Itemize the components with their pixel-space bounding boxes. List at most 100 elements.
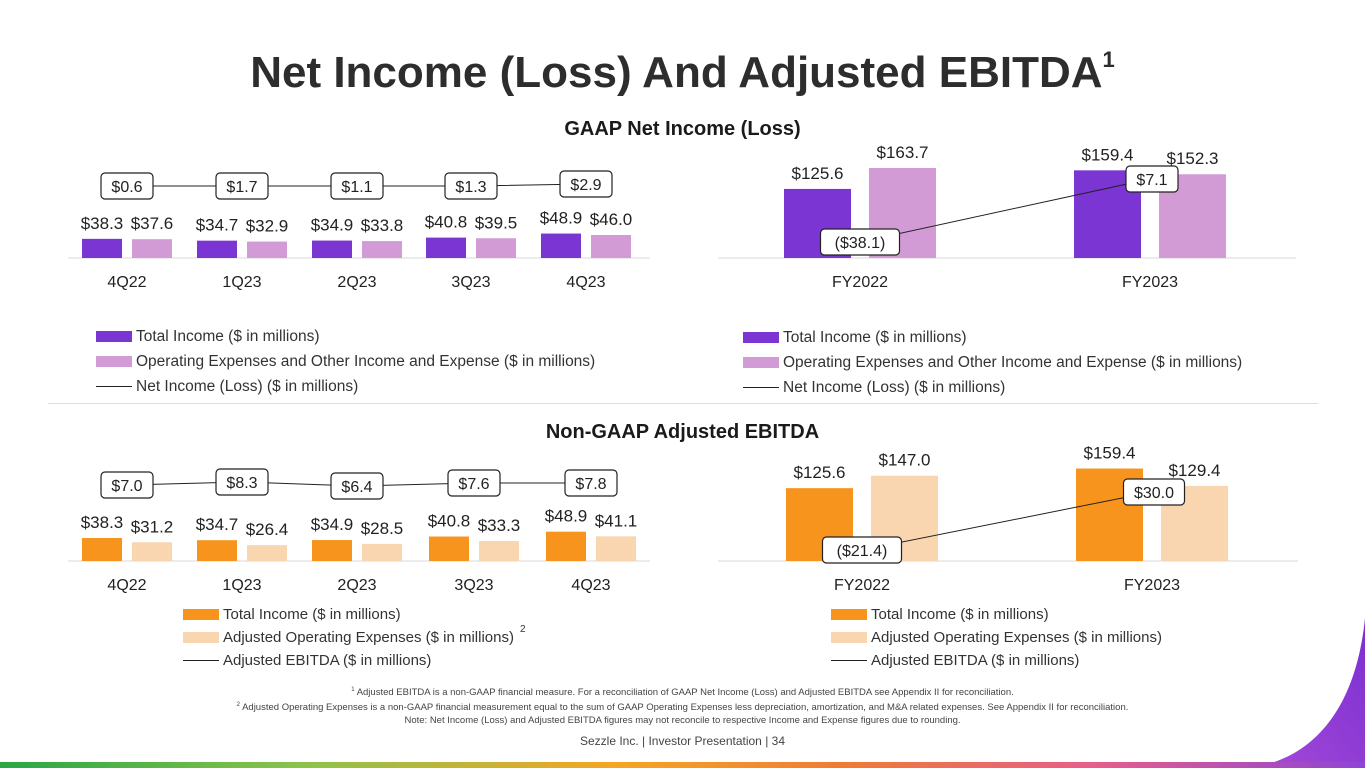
bar-expenses bbox=[362, 543, 402, 561]
charts-canvas: $38.3 $37.6 4Q22 $34.7 $32.9 1Q23 $34.9 $33.8 2Q… bbox=[68, 143, 1298, 594]
data-label-expense: $26.4 bbox=[246, 520, 289, 539]
data-label-income: $34.7 bbox=[196, 515, 239, 534]
line-value-label: $7.1 bbox=[1136, 172, 1167, 189]
section-divider bbox=[48, 403, 1318, 404]
data-label-income: $34.9 bbox=[311, 216, 354, 235]
bar-expenses bbox=[476, 238, 516, 258]
line-value-label: $7.8 bbox=[575, 476, 606, 493]
x-tick-label: 1Q23 bbox=[222, 577, 261, 594]
x-tick-label: FY2022 bbox=[834, 577, 890, 594]
data-label-income: $34.9 bbox=[311, 515, 354, 534]
line-value-label: $1.1 bbox=[341, 179, 372, 196]
line-value-label-box bbox=[1125, 165, 1179, 193]
footnotes: 1 Adjusted EBITDA is a non-GAAP financia… bbox=[0, 684, 1365, 727]
data-label-expense: $37.6 bbox=[131, 214, 174, 233]
line-value-label: ($21.4) bbox=[837, 543, 888, 560]
data-label-income: $38.3 bbox=[81, 214, 124, 233]
data-label-expense: $41.1 bbox=[595, 511, 638, 530]
data-label-income: $38.3 bbox=[81, 513, 124, 532]
swatch-icon bbox=[831, 632, 867, 643]
data-label-expense: $31.2 bbox=[131, 517, 174, 536]
data-label-income: $48.9 bbox=[540, 209, 583, 228]
x-tick-label: FY2023 bbox=[1122, 274, 1178, 291]
data-label-expense: $147.0 bbox=[879, 451, 931, 470]
data-label-expense: $33.3 bbox=[478, 516, 521, 535]
line-value-label-box bbox=[100, 471, 154, 499]
gaap-section-title: GAAP Net Income (Loss) bbox=[564, 118, 801, 140]
legend-item-line: Adjusted EBITDA ($ in millions) bbox=[831, 649, 1162, 672]
line-value-label: $30.0 bbox=[1134, 485, 1174, 502]
swatch-icon bbox=[183, 609, 219, 620]
line-value-label-box bbox=[330, 172, 384, 200]
bar-expenses bbox=[247, 241, 287, 258]
line-value-label-box bbox=[819, 228, 901, 256]
x-tick-label: 3Q23 bbox=[451, 274, 490, 291]
x-tick-label: 3Q23 bbox=[454, 577, 493, 594]
legend-gaap-fy: Total Income ($ in millions) Operating E… bbox=[743, 325, 1242, 400]
data-label-expense: $33.8 bbox=[361, 216, 404, 235]
legend-item-income: Total Income ($ in millions) bbox=[96, 324, 595, 349]
data-label-income: $40.8 bbox=[425, 213, 468, 232]
line-value-label-box bbox=[444, 172, 498, 200]
net-line bbox=[859, 178, 1151, 243]
x-tick-label: 2Q23 bbox=[337, 577, 376, 594]
line-value-label: $1.7 bbox=[226, 179, 257, 196]
swatch-icon bbox=[96, 331, 132, 342]
footnote-ref: 2 bbox=[519, 624, 526, 635]
x-tick-label: 4Q23 bbox=[566, 274, 605, 291]
swatch-icon bbox=[183, 632, 219, 643]
legend-item-income: Total Income ($ in millions) bbox=[183, 603, 526, 626]
legend-item-income: Total Income ($ in millions) bbox=[743, 325, 1242, 350]
legend-item-expense: Adjusted Operating Expenses ($ in millio… bbox=[183, 624, 526, 649]
legend-item-line: Net Income (Loss) ($ in millions) bbox=[96, 374, 595, 399]
bar-expenses bbox=[247, 545, 287, 561]
bar-total-income bbox=[82, 538, 122, 561]
swatch-icon bbox=[743, 332, 779, 343]
line-value-label-box bbox=[559, 170, 613, 198]
line-value-label-box bbox=[330, 472, 384, 500]
data-label-expense: $163.7 bbox=[877, 143, 929, 162]
legend-item-expense: Operating Expenses and Other Income and … bbox=[96, 349, 595, 374]
bar-total-income bbox=[312, 240, 352, 258]
data-label-expense: $129.4 bbox=[1169, 461, 1221, 480]
corner-decoration bbox=[1245, 618, 1365, 768]
line-swatch-icon bbox=[96, 386, 132, 387]
page-title: Net Income (Loss) And Adjusted EBITDA1 bbox=[250, 47, 1115, 97]
net-line bbox=[861, 491, 1153, 551]
data-label-expense: $32.9 bbox=[246, 217, 289, 236]
line-value-label-box bbox=[1122, 478, 1186, 506]
line-swatch-icon bbox=[831, 660, 867, 661]
line-value-label-box bbox=[447, 469, 501, 497]
legend-item-expense: Operating Expenses and Other Income and … bbox=[743, 350, 1242, 375]
nongaap-section-title: Non-GAAP Adjusted EBITDA bbox=[545, 421, 820, 443]
line-value-label: $7.6 bbox=[458, 476, 489, 493]
legend-item-expense: Adjusted Operating Expenses ($ in millio… bbox=[831, 626, 1162, 649]
x-tick-label: 4Q22 bbox=[107, 274, 146, 291]
bar-expenses bbox=[362, 241, 402, 258]
bar-expenses bbox=[132, 239, 172, 258]
data-label-income: $48.9 bbox=[545, 507, 588, 526]
bottom-gradient-strip bbox=[0, 762, 1365, 768]
legend-item-income: Total Income ($ in millions) bbox=[831, 603, 1162, 626]
legend-item-line: Adjusted EBITDA ($ in millions) bbox=[183, 649, 526, 672]
x-tick-label: FY2022 bbox=[832, 274, 888, 291]
bar-total-income bbox=[197, 240, 237, 258]
line-value-label: $1.3 bbox=[455, 179, 486, 196]
data-label-income: $125.6 bbox=[794, 463, 846, 482]
footnote-1: 1 Adjusted EBITDA is a non-GAAP financia… bbox=[351, 687, 1014, 699]
legend-ebitda-fy: Total Income ($ in millions) Adjusted Op… bbox=[831, 603, 1162, 672]
line-value-label: ($38.1) bbox=[835, 235, 886, 252]
data-label-income: $40.8 bbox=[428, 512, 471, 531]
line-value-label-box bbox=[215, 172, 269, 200]
legend-ebitda-quarterly: Total Income ($ in millions) Adjusted Op… bbox=[183, 603, 526, 672]
line-value-label: $8.3 bbox=[226, 475, 257, 492]
line-value-label: $6.4 bbox=[341, 479, 372, 496]
bar-total-income bbox=[312, 540, 352, 561]
line-value-label-box bbox=[215, 468, 269, 496]
line-value-label: $2.9 bbox=[570, 177, 601, 194]
line-value-label: $0.6 bbox=[111, 179, 142, 196]
bar-expenses bbox=[479, 541, 519, 561]
line-value-label-box bbox=[564, 469, 618, 497]
data-label-expense: $39.5 bbox=[475, 213, 518, 232]
bar-total-income bbox=[426, 237, 466, 258]
